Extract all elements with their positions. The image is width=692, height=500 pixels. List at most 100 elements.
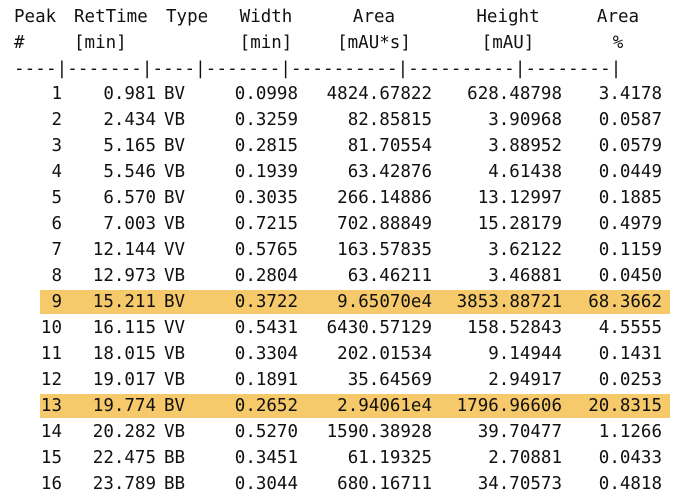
cell-type: VB (164, 266, 186, 286)
cell-rettime: 22.475 (92, 448, 156, 468)
cell-areapct: 0.1885 (598, 188, 662, 208)
cell-height: 158.52843 (467, 318, 562, 338)
cell-peak: 2 (51, 110, 62, 130)
table-row: 1 0.981 BV 0.0998 4824.67822 628.48798 3.4178 (0, 81, 692, 107)
cell-peak: 11 (40, 344, 62, 364)
cell-areapct: 0.4979 (598, 214, 662, 234)
cell-width: 0.3044 (234, 474, 298, 494)
cell-height: 2.70881 (488, 448, 562, 468)
cell-height: 3.88952 (488, 136, 562, 156)
cell-areapct: 0.4818 (598, 474, 662, 494)
header-row-1: Peak RetTime Type Width Area Height Area (0, 4, 692, 30)
cell-height: 3.46881 (488, 266, 562, 286)
cell-width: 0.0998 (234, 84, 298, 104)
table-row: 5 6.570 BV 0.3035 266.14886 13.12997 0.1885 (0, 185, 692, 211)
cell-height: 3.62122 (488, 240, 562, 260)
cell-type: VV (164, 240, 186, 260)
cell-width: 0.3304 (234, 344, 298, 364)
cell-width: 0.3259 (234, 110, 298, 130)
cell-peak: 9 (51, 292, 62, 312)
cell-rettime: 15.211 (92, 292, 156, 312)
cell-rettime: 6.570 (103, 188, 156, 208)
cell-area: 82.85815 (347, 110, 432, 130)
table-row: 15 22.475 BB 0.3451 61.19325 2.70881 0.0433 (0, 445, 692, 471)
cell-width: 0.2815 (234, 136, 298, 156)
cell-type: VB (164, 370, 186, 390)
cell-rettime: 5.546 (103, 162, 156, 182)
cell-height: 4.61438 (488, 162, 562, 182)
cell-area: 702.88849 (337, 214, 432, 234)
cell-rettime: 20.282 (92, 422, 156, 442)
table-row: 11 18.015 VB 0.3304 202.01534 9.14944 0.1431 (0, 341, 692, 367)
cell-type: VB (164, 110, 186, 130)
cell-rettime: 19.017 (92, 370, 156, 390)
column-unit-width: [min] (239, 33, 293, 53)
row-highlight (40, 290, 670, 314)
cell-rettime: 12.973 (92, 266, 156, 286)
cell-peak: 13 (40, 396, 62, 416)
column-unit-height: [mAU] (481, 33, 535, 53)
cell-areapct: 4.5555 (598, 318, 662, 338)
cell-type: BV (164, 396, 186, 416)
cell-area: 4824.67822 (326, 84, 432, 104)
table-row: 3 5.165 BV 0.2815 81.70554 3.88952 0.0579 (0, 133, 692, 159)
cell-width: 0.1939 (234, 162, 298, 182)
cell-height: 1796.96606 (456, 396, 562, 416)
cell-type: VB (164, 162, 186, 182)
column-unit-rettime: [min] (74, 33, 127, 53)
cell-rettime: 19.774 (92, 396, 156, 416)
cell-area: 61.19325 (347, 448, 432, 468)
cell-width: 0.1891 (234, 370, 298, 390)
table-row: 2 2.434 VB 0.3259 82.85815 3.90968 0.0587 (0, 107, 692, 133)
cell-peak: 1 (51, 84, 62, 104)
cell-areapct: 3.4178 (598, 84, 662, 104)
cell-height: 15.28179 (477, 214, 562, 234)
cell-width: 0.5431 (234, 318, 298, 338)
table-row: 14 20.282 VB 0.5270 1590.38928 39.70477 1.1266 (0, 419, 692, 445)
cell-area: 202.01534 (337, 344, 432, 364)
cell-rettime: 16.115 (92, 318, 156, 338)
cell-type: VB (164, 344, 186, 364)
cell-height: 39.70477 (477, 422, 562, 442)
cell-width: 0.5270 (234, 422, 298, 442)
cell-peak: 8 (51, 266, 62, 286)
cell-area: 35.64569 (347, 370, 432, 390)
cell-peak: 12 (40, 370, 62, 390)
cell-rettime: 5.165 (103, 136, 156, 156)
cell-height: 9.14944 (488, 344, 562, 364)
column-header-type: Type (166, 7, 209, 27)
cell-width: 0.3451 (234, 448, 298, 468)
cell-area: 6430.57129 (326, 318, 432, 338)
cell-area: 81.70554 (347, 136, 432, 156)
cell-width: 0.2652 (234, 396, 298, 416)
column-header-height: Height (476, 7, 540, 27)
cell-peak: 10 (40, 318, 62, 338)
cell-areapct: 0.0450 (598, 266, 662, 286)
cell-peak: 7 (51, 240, 62, 260)
cell-peak: 15 (40, 448, 62, 468)
cell-area: 163.57835 (337, 240, 432, 260)
cell-peak: 16 (40, 474, 62, 494)
cell-areapct: 0.0579 (598, 136, 662, 156)
cell-rettime: 7.003 (103, 214, 156, 234)
cell-area: 63.42876 (347, 162, 432, 182)
cell-areapct: 0.0253 (598, 370, 662, 390)
cell-peak: 14 (40, 422, 62, 442)
column-unit-peak: # (14, 33, 25, 53)
cell-rettime: 2.434 (103, 110, 156, 130)
cell-rettime: 23.789 (92, 474, 156, 494)
table-row: 6 7.003 VB 0.7215 702.88849 15.28179 0.4979 (0, 211, 692, 237)
cell-area: 63.46211 (347, 266, 432, 286)
cell-height: 3853.88721 (456, 292, 562, 312)
table-row: 4 5.546 VB 0.1939 63.42876 4.61438 0.0449 (0, 159, 692, 185)
table-row: 7 12.144 VV 0.5765 163.57835 3.62122 0.1159 (0, 237, 692, 263)
column-unit-areapct: % (612, 33, 624, 53)
cell-width: 0.5765 (234, 240, 298, 260)
table-row: 16 23.789 BB 0.3044 680.16711 34.70573 0.4818 (0, 471, 692, 497)
cell-rettime: 0.981 (103, 84, 156, 104)
cell-type: BB (164, 448, 186, 468)
table-row: 12 19.017 VB 0.1891 35.64569 2.94917 0.0253 (0, 367, 692, 393)
cell-width: 0.7215 (234, 214, 298, 234)
cell-width: 0.3035 (234, 188, 298, 208)
